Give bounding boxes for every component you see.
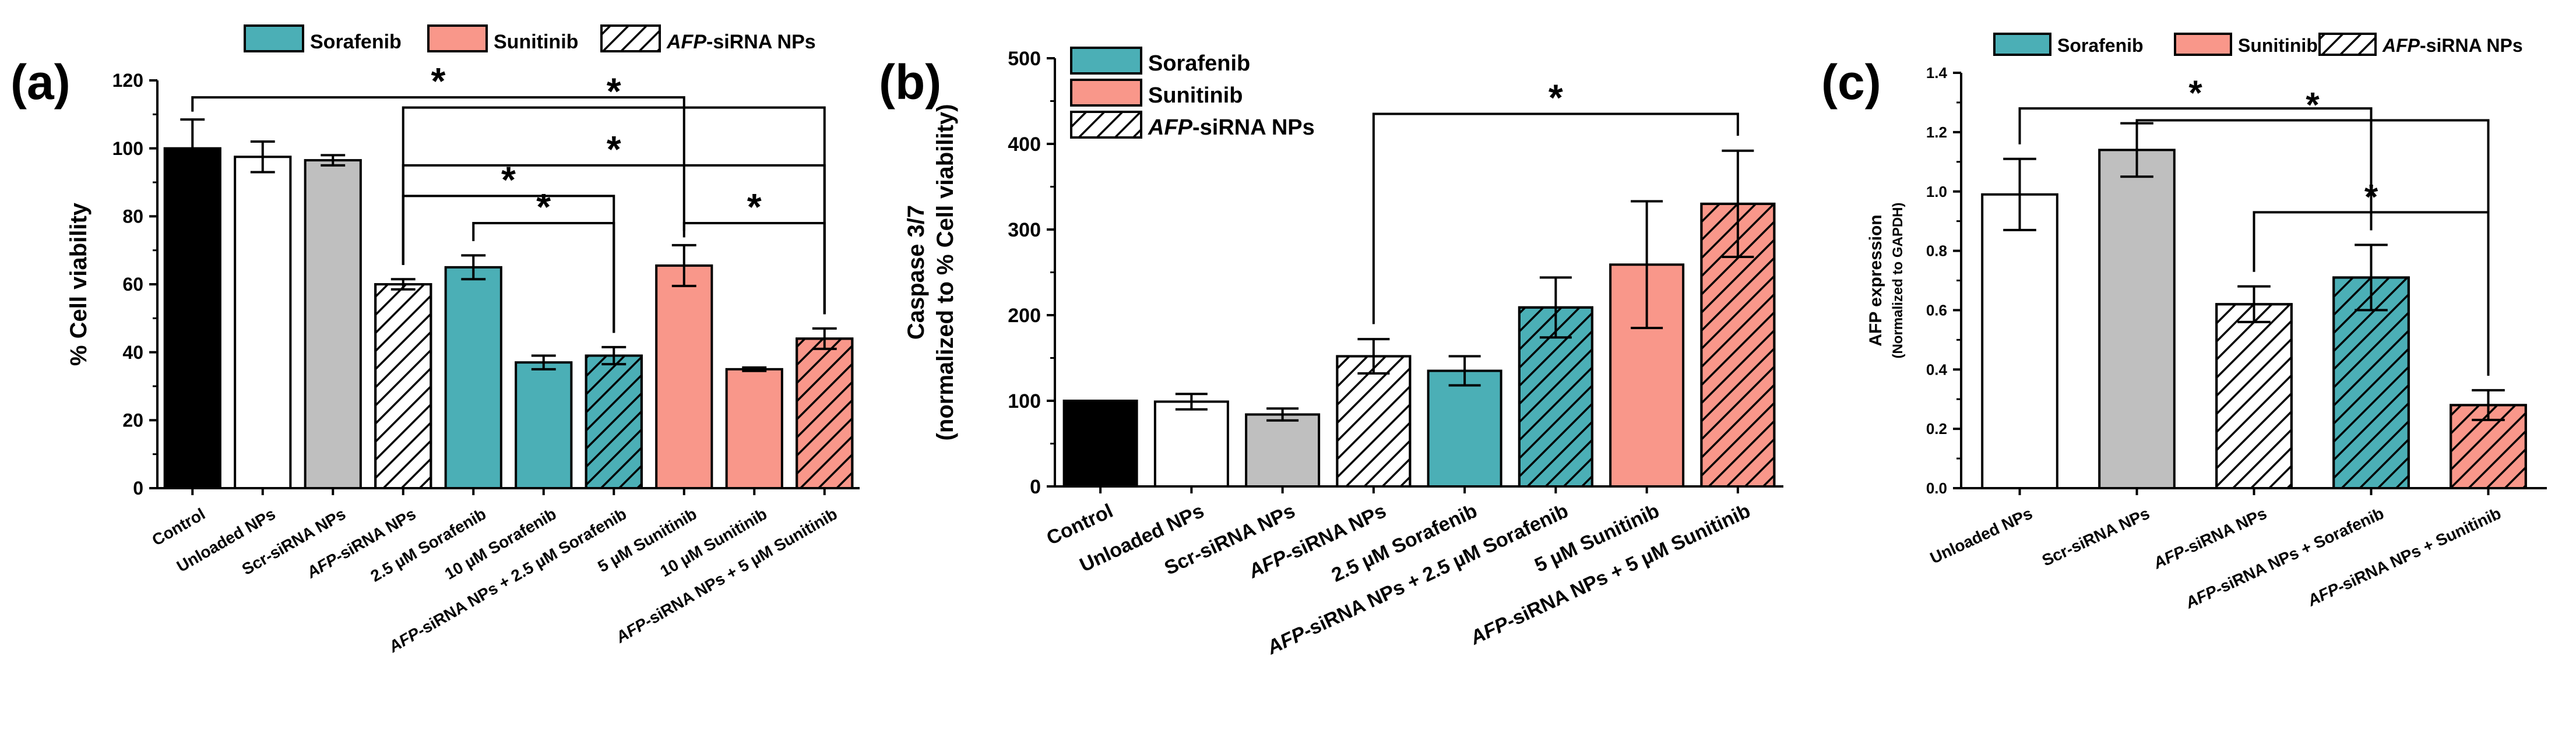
legend-label: AFP-siRNA NPs (1148, 115, 1315, 140)
bar-hatch (1518, 306, 1593, 488)
x-tick-label: AFP-siRNA NPs + Sorafenib (2182, 504, 2387, 612)
legend-swatch-hatch (2318, 33, 2377, 56)
significance-bracket (2253, 211, 2490, 376)
significance-mark: * (607, 70, 621, 112)
y-tick-label: 0.4 (1926, 361, 1948, 378)
legend-label: Sorafenib (310, 31, 402, 53)
significance-mark: * (1549, 77, 1563, 119)
y-axis-label-secondary: (normalized to % Cell viability) (932, 104, 958, 441)
bar (234, 156, 292, 489)
bar-hatch (2332, 276, 2410, 489)
bar (1427, 369, 1502, 488)
significance-mark: * (431, 60, 446, 102)
bar-hatch (796, 337, 854, 489)
significance-bracket (2018, 107, 2373, 231)
legend-label: Sunitinib (1148, 83, 1243, 108)
y-tick-label: 1.0 (1926, 183, 1947, 200)
y-tick-label: 60 (122, 274, 143, 295)
legend-swatch (1993, 33, 2051, 56)
y-tick-label: 1.4 (1926, 64, 1948, 82)
x-tick-label: AFP-siRNA NPs + 2.5 µM Sorafenib (385, 504, 630, 656)
bar (515, 361, 573, 490)
bar (1062, 400, 1138, 488)
y-tick-label: 500 (1008, 48, 1041, 70)
y-tick-label: 20 (122, 410, 143, 431)
significance-mark: * (2364, 177, 2378, 216)
x-tick-label: AFP-siRNA NPs + Sunitinib (2304, 504, 2504, 610)
panel-b: 0 100 200 300 400 500 Caspase 3/7 (normalized t… (879, 47, 1783, 659)
significance-mark: * (2306, 85, 2320, 124)
significance-mark: * (501, 158, 516, 200)
bar-hatch (585, 354, 643, 489)
bar-hatch (374, 283, 432, 489)
legend-swatch (244, 24, 304, 52)
y-tick-label: 40 (122, 342, 143, 363)
legend-swatch (427, 24, 488, 52)
significance-bracket (472, 222, 615, 333)
y-tick-label: 1.2 (1926, 123, 1947, 141)
y-tick-label: 80 (122, 206, 143, 227)
bar (1981, 193, 2058, 489)
significance-bracket (2135, 119, 2490, 376)
panel-a: 0 20 40 60 80 100 120 % Cell viability (a) Contro… (10, 24, 860, 656)
significance-bracket (402, 195, 615, 333)
bar-hatch (2215, 303, 2293, 489)
bar (725, 368, 783, 489)
legend-swatch-hatch (600, 24, 661, 52)
y-tick-label: 0.2 (1926, 420, 1947, 437)
significance-bracket (1372, 112, 1739, 324)
y-tick-label: 0 (1030, 476, 1041, 498)
x-tick-label: Scr-siRNA NPs (2039, 504, 2152, 569)
x-tick-label: Control (1043, 500, 1117, 550)
significance-bracket (682, 222, 826, 315)
y-axis-label: Caspase 3/7 (903, 205, 929, 340)
y-tick-label: 0.8 (1926, 242, 1947, 260)
y-axis-label: AFP expression (1866, 214, 1885, 346)
y-tick-label: 0.0 (1926, 479, 1947, 497)
y-tick-label: 0.6 (1926, 302, 1947, 319)
significance-mark: * (607, 128, 621, 170)
significance-mark: * (536, 186, 551, 228)
legend-label: Sorafenib (1148, 51, 1250, 76)
legend-swatch (2174, 33, 2232, 56)
x-tick-label: 2.5 µM Sorafenib (368, 504, 490, 585)
legend-label: Sunitinib (2238, 35, 2318, 56)
significance-mark: * (747, 186, 762, 228)
legend-label: Sorafenib (2057, 35, 2144, 56)
panel-label: (a) (10, 55, 71, 110)
y-tick-label: 0 (133, 478, 143, 499)
y-tick-label: 100 (1008, 390, 1041, 412)
bar (1245, 413, 1321, 488)
y-tick-label: 120 (112, 70, 143, 91)
legend-label: AFP-siRNA NPs (666, 31, 816, 53)
panel-label: (b) (879, 55, 941, 110)
bar (163, 147, 221, 489)
y-tick-label: 100 (112, 138, 143, 159)
bar (1153, 400, 1229, 488)
legend-label: AFP-siRNA NPs (2382, 35, 2523, 56)
bar (304, 159, 362, 490)
x-tick-label: Control (149, 504, 209, 549)
panel-c: 0.0 0.2 0.4 0.6 0.8 1.0 1.2 1.4 AFP expression (N… (1821, 33, 2547, 612)
legend-swatch-hatch (1070, 111, 1142, 139)
y-tick-label: 400 (1008, 133, 1041, 156)
bar-hatch (1336, 355, 1412, 488)
significance-mark: * (2188, 73, 2202, 112)
legend-label: Sunitinib (494, 31, 578, 53)
bar (444, 266, 502, 489)
y-axis-label-secondary: (Normalized to GAPDH) (1890, 202, 1906, 358)
significance-bracket (191, 96, 685, 231)
y-tick-label: 300 (1008, 219, 1041, 241)
x-tick-label: AFP-siRNA NPs (2150, 504, 2269, 572)
x-tick-label: AFP-siRNA NPs + 2.5 µM Sorafenib (1263, 500, 1571, 659)
y-tick-label: 200 (1008, 305, 1041, 327)
x-tick-label: Unloaded NPs (1927, 504, 2035, 567)
legend-swatch (1070, 47, 1142, 75)
y-axis-label: % Cell viability (66, 202, 92, 366)
panel-label: (c) (1821, 55, 1881, 110)
bar (655, 264, 713, 489)
bar (2098, 149, 2176, 489)
legend-swatch (1070, 79, 1142, 107)
